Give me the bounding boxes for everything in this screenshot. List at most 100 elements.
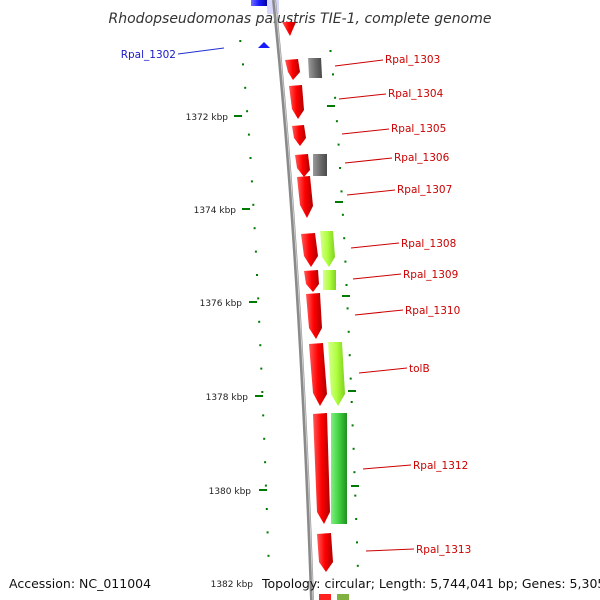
gene-feature[interactable] (328, 342, 345, 406)
gene-feature[interactable] (308, 58, 323, 78)
label-leader-line (358, 367, 408, 374)
gene-label[interactable]: Rpal_1305 (391, 123, 446, 135)
ruler-minor-tick (262, 414, 265, 417)
gene-feature[interactable] (337, 594, 349, 600)
gene-feature[interactable] (304, 270, 319, 292)
ruler-minor-tick (267, 554, 270, 557)
gene-feature[interactable] (295, 154, 310, 177)
gene-feature[interactable] (297, 176, 313, 218)
ruler-minor-tick (350, 401, 353, 403)
ruler-tick-label: 1372 kbp (186, 113, 229, 123)
gene-feature[interactable] (313, 413, 330, 524)
cds-boundary-marks (327, 105, 359, 487)
label-leader-line (341, 128, 390, 135)
label-leader-line (338, 93, 387, 100)
ruler-minor-tick (352, 447, 355, 450)
ruler-minor-tick (341, 213, 344, 216)
ruler-minor-tick (242, 63, 244, 66)
ruler-minor-tick (254, 250, 257, 253)
ruler-minor-tick (253, 227, 256, 230)
genome-backbone (272, 0, 314, 600)
gene-feature[interactable] (306, 293, 322, 339)
label-leader-line (334, 59, 384, 67)
ruler-minor-tick (345, 284, 348, 286)
label-leader-line (352, 273, 402, 280)
ruler-tick-label: 1378 kbp (206, 393, 249, 403)
ruler-minor-tick (258, 320, 261, 323)
ruler-minor-tick (246, 110, 249, 113)
ruler-minor-tick (356, 541, 358, 544)
ruler-tick-label: 1382 kbp (211, 580, 254, 590)
gene-label[interactable]: Rpal_1306 (394, 152, 450, 164)
gene-label[interactable]: tolB (409, 363, 430, 375)
ruler-minor-tick (334, 96, 337, 99)
gene-feature[interactable] (309, 343, 327, 406)
gene-feature[interactable] (285, 59, 300, 80)
gene-feature[interactable] (282, 22, 296, 36)
gene-features (282, 22, 349, 600)
label-leader-line (354, 309, 404, 316)
ruler-minor-tick (257, 297, 260, 300)
ruler-minor-tick (263, 437, 266, 440)
ruler-minor-tick (329, 50, 332, 52)
label-leader-line (362, 464, 412, 470)
ruler: 1372 kbp 1374 kbp 1376 kbp 1378 kbp 1380… (186, 113, 267, 590)
gene-label[interactable]: Rpal_1310 (405, 305, 460, 317)
ruler-minor-tick (256, 274, 258, 276)
gene-feature[interactable] (323, 270, 336, 290)
ruler-tick-label: 1380 kbp (209, 487, 252, 497)
ruler-minor-tick (347, 330, 350, 333)
gene-label[interactable]: Rpal_1308 (401, 238, 456, 250)
gene-feature[interactable] (313, 154, 327, 176)
gene-label[interactable]: Rpal_1307 (397, 184, 452, 196)
gene-feature[interactable] (251, 0, 267, 6)
gene-label[interactable]: Rpal_1303 (385, 54, 440, 66)
topology-text: Topology: circular; Length: 5,744,041 bp… (262, 576, 600, 591)
ruler-minor-tick (247, 133, 250, 136)
ruler-minor-tick (261, 391, 264, 393)
ruler-minor-tick (337, 143, 340, 146)
gene-feature[interactable] (292, 125, 306, 146)
gene-label[interactable]: Rpal_1313 (416, 544, 471, 556)
gene-feature[interactable] (331, 413, 347, 524)
gene-feature[interactable] (258, 42, 270, 48)
label-leader-line (344, 157, 393, 164)
ruler-minor-tick (356, 564, 359, 567)
ruler-minor-tick (250, 180, 253, 183)
ruler-minor-tick (351, 424, 354, 427)
ruler-minor-tick (339, 167, 342, 169)
gene-feature[interactable] (289, 85, 304, 119)
gene-label[interactable]: Rpal_1312 (413, 460, 468, 472)
ruler-dots (329, 50, 359, 567)
gene-feature[interactable] (319, 594, 331, 600)
gene-feature[interactable] (301, 233, 318, 267)
gene-label[interactable]: Rpal_1302 (121, 49, 176, 61)
ruler-minor-tick (265, 508, 268, 510)
gene-labels: Rpal_1302 Rpal_1303 Rpal_1304 Rpal_1305 … (121, 47, 471, 556)
ruler-minor-tick (239, 40, 242, 42)
ruler-dots (239, 40, 270, 557)
label-leader-line (365, 548, 415, 552)
ruler-minor-tick (332, 73, 334, 76)
ruler-minor-tick (264, 484, 267, 487)
ruler-minor-tick (335, 120, 338, 123)
ruler-minor-tick (252, 203, 255, 206)
ruler-tick-label: 1374 kbp (194, 206, 237, 216)
label-leader-line (350, 242, 400, 249)
gene-label[interactable]: Rpal_1309 (403, 269, 458, 281)
ruler-minor-tick (349, 377, 352, 380)
ruler-minor-tick (244, 86, 247, 89)
gene-feature[interactable] (320, 231, 335, 267)
gene-feature[interactable] (317, 533, 333, 572)
ruler-minor-tick (353, 471, 356, 474)
gene-label[interactable]: Rpal_1304 (388, 88, 444, 100)
ruler-minor-tick (346, 307, 349, 310)
map-title: Rhodopseudomonas palustris TIE-1, comple… (109, 11, 492, 27)
ruler-minor-tick (355, 518, 358, 520)
ruler-minor-tick (264, 461, 267, 464)
ruler-minor-tick (348, 354, 351, 357)
accession-text: Accession: NC_011004 (9, 576, 152, 591)
ruler-minor-tick (249, 157, 252, 159)
ruler-minor-tick (344, 260, 347, 263)
ruler-minor-tick (343, 237, 346, 240)
